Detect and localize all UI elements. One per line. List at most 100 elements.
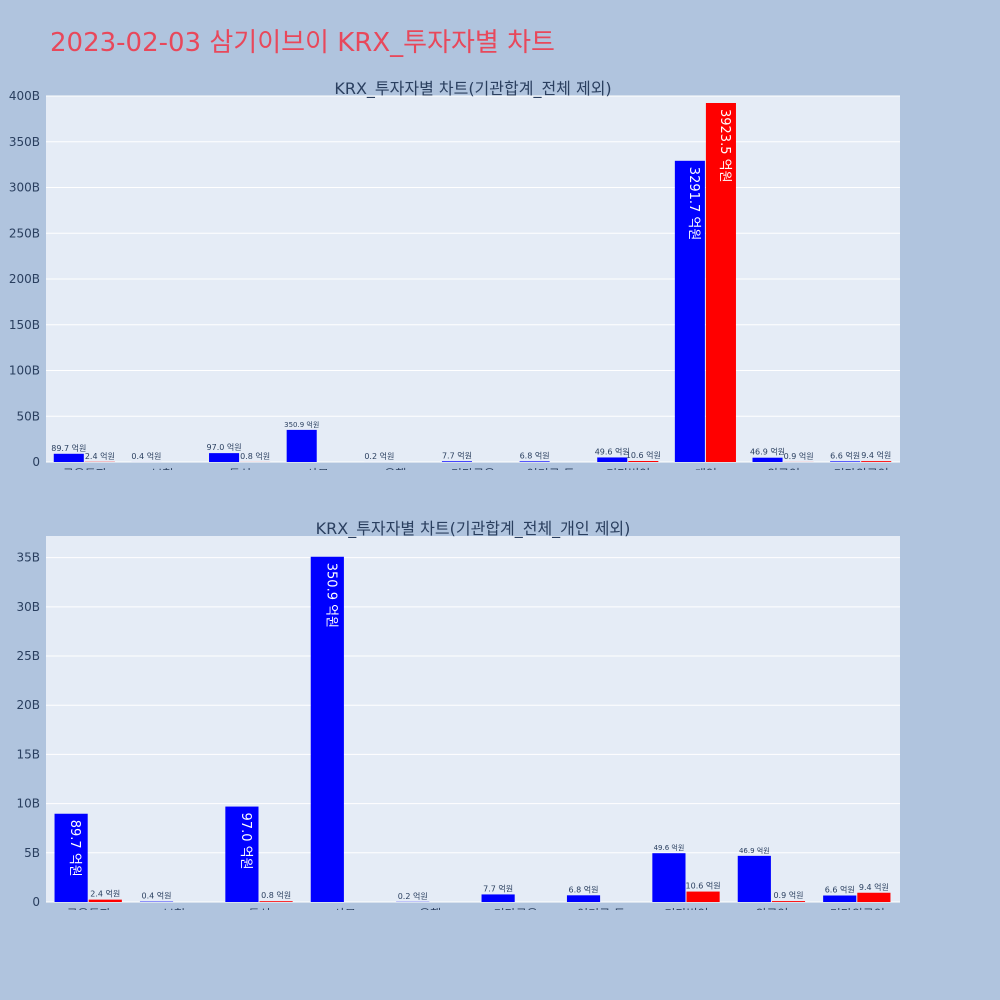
data-label: 350.9 억원	[323, 563, 338, 628]
y-tick-label: 0	[32, 895, 40, 909]
data-label: 0.9 억원	[773, 890, 803, 900]
y-tick-label: 0	[32, 455, 40, 469]
bar-blue	[441, 461, 472, 462]
y-tick-label: 15B	[16, 747, 40, 761]
bar-red	[771, 901, 806, 902]
data-label: 89.7 억원	[51, 443, 86, 453]
data-label: 350.9 억원	[284, 420, 319, 429]
data-label: 0.4 억원	[142, 891, 172, 901]
bar-blue	[823, 895, 857, 902]
data-label: 0.8 억원	[261, 890, 291, 900]
x-tick-label: 기타외국인	[834, 467, 889, 470]
data-label: 3291.7 억원	[686, 167, 701, 241]
data-label: 10.6 억원	[686, 881, 721, 891]
data-label: 49.6 억원	[654, 843, 685, 852]
x-tick-label: 금융투자	[63, 467, 107, 470]
y-tick-label: 300B	[9, 181, 40, 195]
data-label: 0.2 억원	[398, 891, 428, 901]
data-label: 0.8 억원	[240, 451, 270, 461]
y-tick-label: 150B	[9, 318, 40, 332]
bar-blue	[481, 894, 515, 902]
data-label: 2.4 억원	[85, 451, 115, 461]
data-label: 9.4 억원	[861, 450, 891, 460]
chart-all-investors: 0 50B 100B 150B 200B 250B 300B 350B 400B KRX_투자자별…	[9, 79, 900, 470]
y-tick-label: 350B	[9, 135, 40, 149]
x-tick-label: 기타법인	[606, 467, 650, 470]
bar-blue	[597, 457, 628, 462]
data-label: 0.2 억원	[364, 451, 394, 461]
bar-blue	[566, 895, 601, 902]
chart-excluding-individual: 0 5B 10B 15B 20B 25B 30B 35B KRX_투자자별 차트(기관합계_전체…	[16, 519, 900, 910]
data-label: 0.9 억원	[784, 451, 814, 461]
x-tick-label: 사모	[307, 467, 329, 470]
data-label: 3923.5 억원	[717, 109, 732, 183]
data-label: 97.0 억원	[207, 442, 242, 452]
data-label: 46.9 억원	[739, 846, 770, 855]
x-tick-label: 기타금융	[494, 907, 538, 910]
x-tick-label: 외국인	[767, 467, 800, 470]
bar-red	[857, 892, 891, 902]
bar-blue	[53, 453, 84, 462]
bar-blue	[752, 457, 783, 462]
bar-blue	[54, 813, 88, 902]
bar-blue	[286, 429, 317, 462]
chart-title: KRX_투자자별 차트(기관합계_전체 제외)	[334, 79, 611, 99]
x-tick-label: 금융투자	[67, 907, 111, 910]
data-label: 0.4 억원	[131, 451, 161, 461]
x-tick-label: 개인	[695, 467, 717, 470]
y-tick-label: 400B	[9, 89, 40, 103]
x-tick-label: 투신	[229, 467, 251, 470]
bar-blue	[519, 461, 550, 462]
x-tick-label: 기타금융	[451, 467, 495, 470]
data-label: 10.6 억원	[626, 450, 661, 460]
data-label: 7.7 억원	[483, 883, 513, 893]
bar-red	[259, 901, 293, 902]
y-tick-label: 5B	[24, 846, 40, 860]
x-tick-label: 연기금 등	[577, 907, 625, 910]
bar-blue	[830, 461, 861, 462]
data-label: 49.6 억원	[595, 446, 630, 456]
chart-title: KRX_투자자별 차트(기관합계_전체_개인 제외)	[316, 519, 631, 539]
bar-blue	[225, 806, 259, 902]
x-tick-label: 사모	[334, 907, 356, 910]
x-tick-label: 보험	[163, 907, 185, 910]
data-label: 6.8 억원	[520, 450, 550, 460]
data-label: 97.0 억원	[238, 813, 253, 870]
bar-blue	[737, 855, 771, 902]
page-title: 2023-02-03 삼기이브이 KRX_투자자별 차트	[50, 28, 555, 58]
bar-red	[88, 899, 122, 902]
x-tick-label: 투신	[248, 907, 270, 910]
x-tick-label: 보험	[151, 467, 173, 470]
bar-red	[686, 891, 720, 902]
y-tick-label: 100B	[9, 364, 40, 378]
data-label: 7.7 억원	[442, 450, 472, 460]
x-tick-label: 연기금 등	[527, 467, 575, 470]
y-tick-label: 25B	[16, 649, 40, 663]
y-tick-label: 10B	[16, 797, 40, 811]
x-tick-label: 은행	[419, 906, 441, 910]
data-label: 46.9 억원	[750, 447, 785, 457]
y-tick-label: 200B	[9, 272, 40, 286]
y-tick-label: 30B	[16, 600, 40, 614]
bar-blue	[652, 853, 686, 902]
bar-red	[628, 461, 659, 462]
x-tick-label: 기타외국인	[830, 907, 885, 910]
bar-blue	[674, 160, 705, 462]
x-tick-label: 기타법인	[664, 907, 708, 910]
data-label: 6.8 억원	[569, 884, 599, 894]
y-tick-label: 50B	[16, 409, 40, 423]
y-tick-label: 35B	[16, 551, 40, 565]
data-label: 6.6 억원	[825, 885, 855, 895]
bar-red	[861, 461, 892, 462]
x-tick-label: 은행	[384, 466, 406, 470]
plot-area	[46, 536, 900, 902]
x-tick-label: 외국인	[755, 907, 788, 910]
y-tick-label: 250B	[9, 226, 40, 240]
bar-blue	[209, 453, 240, 462]
data-label: 6.6 억원	[830, 450, 860, 460]
bar-red	[705, 102, 736, 462]
data-label: 9.4 억원	[859, 882, 889, 892]
y-tick-label: 20B	[16, 698, 40, 712]
data-label: 89.7 억원	[67, 820, 82, 877]
bar-blue	[310, 556, 344, 902]
